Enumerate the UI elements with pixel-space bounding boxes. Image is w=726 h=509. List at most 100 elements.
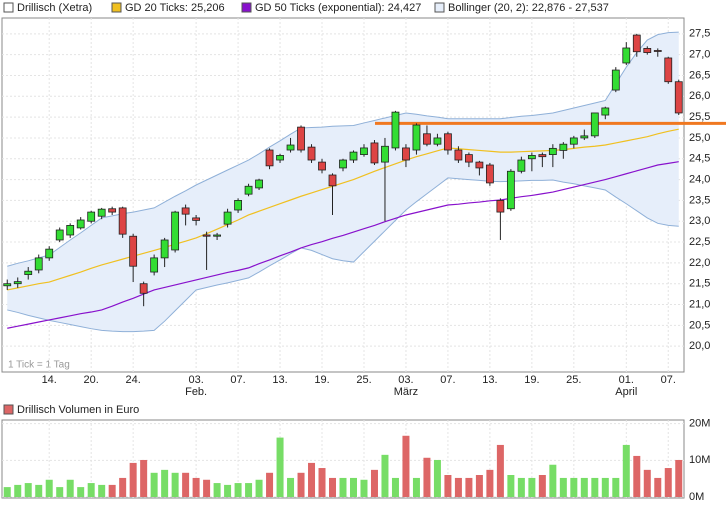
candle-body: [444, 133, 452, 151]
legend-swatch: [434, 2, 445, 13]
candle-body: [611, 69, 620, 91]
candle-body: [391, 111, 400, 149]
candle-body: [24, 270, 33, 275]
y-tick-label: 20,0: [689, 340, 710, 352]
y-tick-label: 26,0: [689, 90, 710, 102]
volume-bar: [213, 483, 221, 497]
candle-body: [192, 217, 201, 221]
volume-bar: [486, 469, 494, 497]
band-fill: [7, 32, 679, 332]
x-tick-label: 13.: [272, 374, 287, 386]
ma-line: [7, 161, 679, 329]
candle-body: [297, 126, 305, 151]
volume-bar: [465, 477, 473, 497]
y-tick-label: 25,0: [689, 132, 710, 144]
candle-body: [423, 133, 431, 145]
candle-body: [160, 239, 169, 259]
volume-bar: [580, 477, 588, 497]
volume-bar: [339, 477, 347, 497]
candle-body: [454, 149, 463, 161]
volume-bar: [171, 472, 179, 497]
candle-body: [139, 283, 148, 294]
candle-body: [328, 174, 337, 187]
y-tick-label: 26,5: [689, 69, 710, 81]
x-tick-label: 25.: [566, 374, 581, 386]
volume-bar: [496, 444, 504, 497]
candle-body: [402, 147, 410, 161]
candle-body: [286, 144, 295, 151]
volume-bar: [633, 455, 641, 497]
candle-body: [580, 135, 589, 139]
month-label: Feb.: [185, 386, 207, 398]
volume-bar: [402, 435, 410, 497]
volume-bar: [549, 464, 557, 497]
candle-body: [213, 234, 221, 237]
volume-bar: [475, 475, 483, 497]
candle-body: [632, 34, 641, 53]
band-line: [7, 177, 679, 333]
volume-bar: [675, 459, 683, 497]
volume-bar: [601, 477, 609, 497]
volume-bar: [528, 477, 536, 497]
volume-bar: [98, 484, 106, 497]
volume-bar: [329, 477, 337, 497]
volume-bar: [56, 487, 64, 497]
y-tick-label: 24,5: [689, 153, 710, 165]
x-tick-label: 25.: [356, 374, 371, 386]
volume-bar: [349, 477, 357, 497]
month-label: April: [615, 386, 637, 398]
volume-bar: [66, 479, 74, 497]
candle-body: [150, 257, 159, 273]
candle-body: [108, 208, 117, 213]
y-tick-label: 0M: [689, 491, 704, 503]
volume-bar: [203, 479, 211, 497]
volume-bar: [654, 477, 662, 497]
y-tick-label: 27,5: [689, 28, 710, 40]
x-tick-label: 01.: [619, 374, 634, 386]
y-tick-label: 21,0: [689, 298, 710, 310]
candle-body: [496, 200, 505, 213]
legend-swatch: [3, 404, 14, 415]
volume-bar: [308, 462, 316, 497]
candle-body: [381, 145, 389, 163]
volume-bar: [664, 468, 672, 497]
x-tick-label: 24.: [126, 374, 141, 386]
legend-label: GD 20 Ticks: 25,206: [125, 2, 225, 14]
x-tick-label: 03.: [398, 374, 413, 386]
volume-bar: [370, 469, 378, 497]
candle-body: [433, 137, 442, 145]
y-tick-label: 23,5: [689, 194, 710, 206]
candle-body: [590, 112, 599, 137]
candle-body: [265, 149, 274, 167]
candle-body: [569, 137, 578, 145]
annotation: 1 Tick = 1 Tag: [8, 360, 70, 371]
candle-body: [339, 159, 347, 169]
candle-body: [223, 211, 232, 225]
candle-body: [674, 81, 683, 114]
x-tick-label: 03.: [188, 374, 203, 386]
x-tick-label: 13.: [482, 374, 497, 386]
volume-bar: [224, 484, 232, 497]
volume-bar: [108, 484, 116, 497]
volume-bar: [381, 454, 389, 497]
volume-bar: [297, 472, 305, 497]
legend-label: GD 50 Ticks (exponential): 24,427: [255, 2, 421, 14]
volume-bar: [318, 468, 326, 497]
volume-bar: [150, 472, 158, 497]
x-tick-label: 07.: [230, 374, 245, 386]
volume-bar: [3, 487, 11, 497]
candle-body: [129, 235, 138, 267]
x-tick-label: 19.: [524, 374, 539, 386]
candle-body: [517, 159, 526, 172]
legend-label: Drillisch (Xetra): [17, 2, 92, 14]
volume-bar: [140, 459, 148, 497]
volume-bar: [276, 437, 284, 497]
candle-body: [202, 234, 211, 237]
candle-body: [664, 57, 673, 83]
volume-bar: [570, 477, 578, 497]
volume-bar: [234, 483, 242, 497]
volume-bar: [24, 483, 32, 497]
candle-body: [171, 211, 180, 251]
candle-body: [465, 154, 473, 163]
y-tick-label: 20,5: [689, 319, 710, 331]
